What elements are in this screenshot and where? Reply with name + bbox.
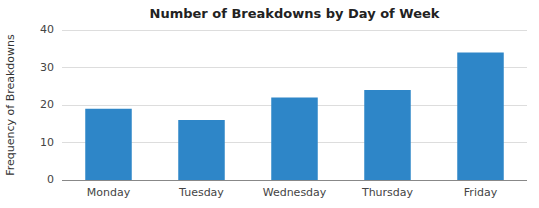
x-tick-label: Tuesday: [178, 186, 224, 199]
x-tick-label: Monday: [87, 186, 131, 199]
x-tick-label: Friday: [464, 186, 498, 199]
chart-container: 0 10 20 30 40 Monday Tuesday Wednesday Thursday F…: [0, 0, 539, 208]
page: {"chart_data": {"type": "bar", "title": …: [0, 0, 539, 208]
y-tick-label: 40: [40, 23, 54, 36]
y-tick-label: 30: [40, 61, 54, 74]
x-tick-label: Thursday: [361, 186, 414, 199]
y-tick-label: 20: [40, 98, 54, 111]
x-axis-line: [62, 180, 527, 181]
grid-line: [62, 180, 527, 181]
bar: [364, 90, 411, 180]
chart-svg: 0 10 20 30 40 Monday Tuesday Wednesday Thursday F…: [0, 0, 539, 208]
plot-area: 0 10 20 30 40 Monday Tuesday Wednesday Thursday F…: [40, 23, 527, 199]
bar: [457, 53, 504, 181]
x-tick-label: Wednesday: [263, 186, 327, 199]
bar: [271, 98, 318, 181]
chart-title: Number of Breakdowns by Day of Week: [150, 6, 440, 21]
y-tick-label: 0: [47, 173, 54, 186]
grid-line: [62, 30, 527, 31]
bars: [85, 53, 504, 181]
y-tick-label: 10: [40, 136, 54, 149]
bar: [85, 109, 132, 180]
y-axis-label: Frequency of Breakdowns: [4, 34, 17, 176]
bar: [178, 120, 225, 180]
